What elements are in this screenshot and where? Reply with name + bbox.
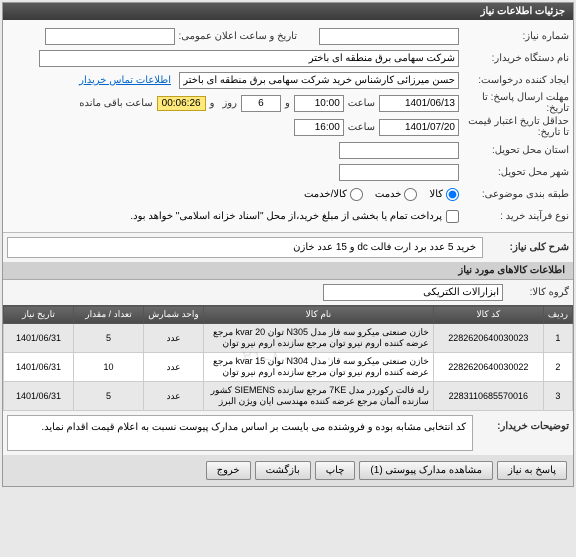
- countdown: 00:06:26: [157, 96, 206, 111]
- cat-kala-radio[interactable]: [446, 188, 459, 201]
- cell-n: 1: [543, 324, 572, 353]
- cat-both-option[interactable]: کالا/خدمت: [304, 188, 363, 201]
- process-check-row: پرداخت تمام یا بخشی از مبلغ خرید،از محل …: [130, 210, 459, 223]
- cat-both-radio[interactable]: [350, 188, 363, 201]
- deadline-time[interactable]: [294, 95, 344, 112]
- validity-time[interactable]: [294, 119, 344, 136]
- category-radios: کالا خدمت کالا/خدمت: [304, 188, 459, 201]
- city-field[interactable]: [339, 164, 459, 181]
- buyer-field[interactable]: [39, 50, 459, 67]
- deadline-date[interactable]: [379, 95, 459, 112]
- contact-link[interactable]: اطلاعات تماس خریدار: [79, 75, 171, 86]
- pubdate-field[interactable]: [45, 28, 175, 45]
- cat-service-radio[interactable]: [404, 188, 417, 201]
- remain-label: ساعت باقی مانده: [75, 98, 156, 109]
- cell-unit: عدد: [144, 324, 204, 353]
- validity-label: حداقل تاریخ اعتبار قیمت تا تاریخ:: [459, 116, 569, 138]
- creator-field[interactable]: [179, 72, 459, 89]
- cell-n: 3: [543, 382, 572, 411]
- validity-date[interactable]: [379, 119, 459, 136]
- cell-unit: عدد: [144, 382, 204, 411]
- cell-qty: 5: [74, 324, 144, 353]
- saat-label-1: ساعت: [344, 98, 379, 109]
- table-header-row: ردیف کد کالا نام کالا واحد شمارش تعداد /…: [4, 306, 573, 324]
- province-label: استان محل تحویل:: [459, 145, 569, 156]
- process-checkbox[interactable]: [446, 210, 459, 223]
- exit-button[interactable]: خروج: [206, 461, 251, 480]
- print-button[interactable]: چاپ: [315, 461, 356, 480]
- va-label-2: و: [206, 98, 219, 109]
- reqno-field[interactable]: [319, 28, 459, 45]
- group-field[interactable]: [323, 284, 503, 301]
- th-name: نام کالا: [204, 306, 434, 324]
- cell-name: خازن صنعتی میکرو سه فاز مدل N305 توان kv…: [204, 324, 434, 353]
- cat-service-option[interactable]: خدمت: [375, 188, 418, 201]
- cell-code: 2282620640030023: [433, 324, 543, 353]
- rooz-label: روز: [218, 98, 241, 109]
- cell-qty: 10: [74, 353, 144, 382]
- th-unit: واحد شمارش: [144, 306, 204, 324]
- th-qty: تعداد / مقدار: [74, 306, 144, 324]
- category-label: طبقه بندی موضوعی:: [459, 189, 569, 200]
- cell-n: 2: [543, 353, 572, 382]
- th-code: کد کالا: [433, 306, 543, 324]
- th-n: ردیف: [543, 306, 572, 324]
- attachments-button[interactable]: مشاهده مدارک پیوستی (1): [359, 461, 493, 480]
- items-table-wrap: ۰۲۱-۸۰۰۰۰۰۰ ردیف کد کالا نام کالا واحد ش…: [3, 305, 573, 411]
- cell-date: 1401/06/31: [4, 382, 74, 411]
- items-header: اطلاعات کالاهای مورد نیاز: [3, 262, 573, 280]
- va-label: و: [281, 98, 294, 109]
- items-table: ردیف کد کالا نام کالا واحد شمارش تعداد /…: [3, 305, 573, 411]
- city-label: شهر محل تحویل:: [459, 167, 569, 178]
- cat-kala-option[interactable]: کالا: [429, 188, 459, 201]
- summary-label: شرح کلی نیاز:: [489, 242, 569, 253]
- cell-name: رله فالت رکوردر مدل 7KE مرجع سازنده SIEM…: [204, 382, 434, 411]
- pubdate-label: تاریخ و ساعت اعلان عمومی:: [175, 31, 302, 42]
- back-button[interactable]: بازگشت: [255, 461, 311, 480]
- creator-label: ایجاد کننده درخواست:: [459, 75, 569, 86]
- reqno-label: شماره نیاز:: [459, 31, 569, 42]
- group-label: گروه کالا:: [509, 287, 569, 298]
- days-field[interactable]: [241, 95, 281, 112]
- cell-name: خازن صنعتی میکرو سه فاز مدل N304 توان kv…: [204, 353, 434, 382]
- summary-text: خرید 5 عدد برد ارت فالت dc و 15 عدد خازن: [7, 237, 483, 258]
- button-bar: پاسخ به نیاز مشاهده مدارک پیوستی (1) چاپ…: [3, 455, 573, 486]
- respond-button[interactable]: پاسخ به نیاز: [497, 461, 567, 480]
- deadline-label: مهلت ارسال پاسخ: تا تاریخ:: [459, 92, 569, 114]
- cell-qty: 5: [74, 382, 144, 411]
- cell-date: 1401/06/31: [4, 324, 74, 353]
- details-panel: جزئیات اطلاعات نیاز شماره نیاز: تاریخ و …: [2, 2, 574, 487]
- form-area: شماره نیاز: تاریخ و ساعت اعلان عمومی: نا…: [3, 20, 573, 232]
- cell-code: 2283110685570016: [433, 382, 543, 411]
- saat-label-2: ساعت: [344, 122, 379, 133]
- th-date: تاریخ نیاز: [4, 306, 74, 324]
- province-field[interactable]: [339, 142, 459, 159]
- cell-date: 1401/06/31: [4, 353, 74, 382]
- process-label: نوع فرآیند خرید :: [459, 211, 569, 222]
- table-row[interactable]: 32283110685570016رله فالت رکوردر مدل 7KE…: [4, 382, 573, 411]
- notes-label: توضیحات خریدار:: [479, 415, 569, 432]
- process-note: پرداخت تمام یا بخشی از مبلغ خرید،از محل …: [130, 211, 442, 222]
- panel-title: جزئیات اطلاعات نیاز: [3, 3, 573, 20]
- table-row[interactable]: 22282620640030022خازن صنعتی میکرو سه فاز…: [4, 353, 573, 382]
- cell-unit: عدد: [144, 353, 204, 382]
- table-row[interactable]: 12282620640030023خازن صنعتی میکرو سه فاز…: [4, 324, 573, 353]
- cell-code: 2282620640030022: [433, 353, 543, 382]
- buyer-label: نام دستگاه خریدار:: [459, 53, 569, 64]
- notes-text: کد انتخابی مشابه بوده و فروشنده می بایست…: [7, 415, 473, 451]
